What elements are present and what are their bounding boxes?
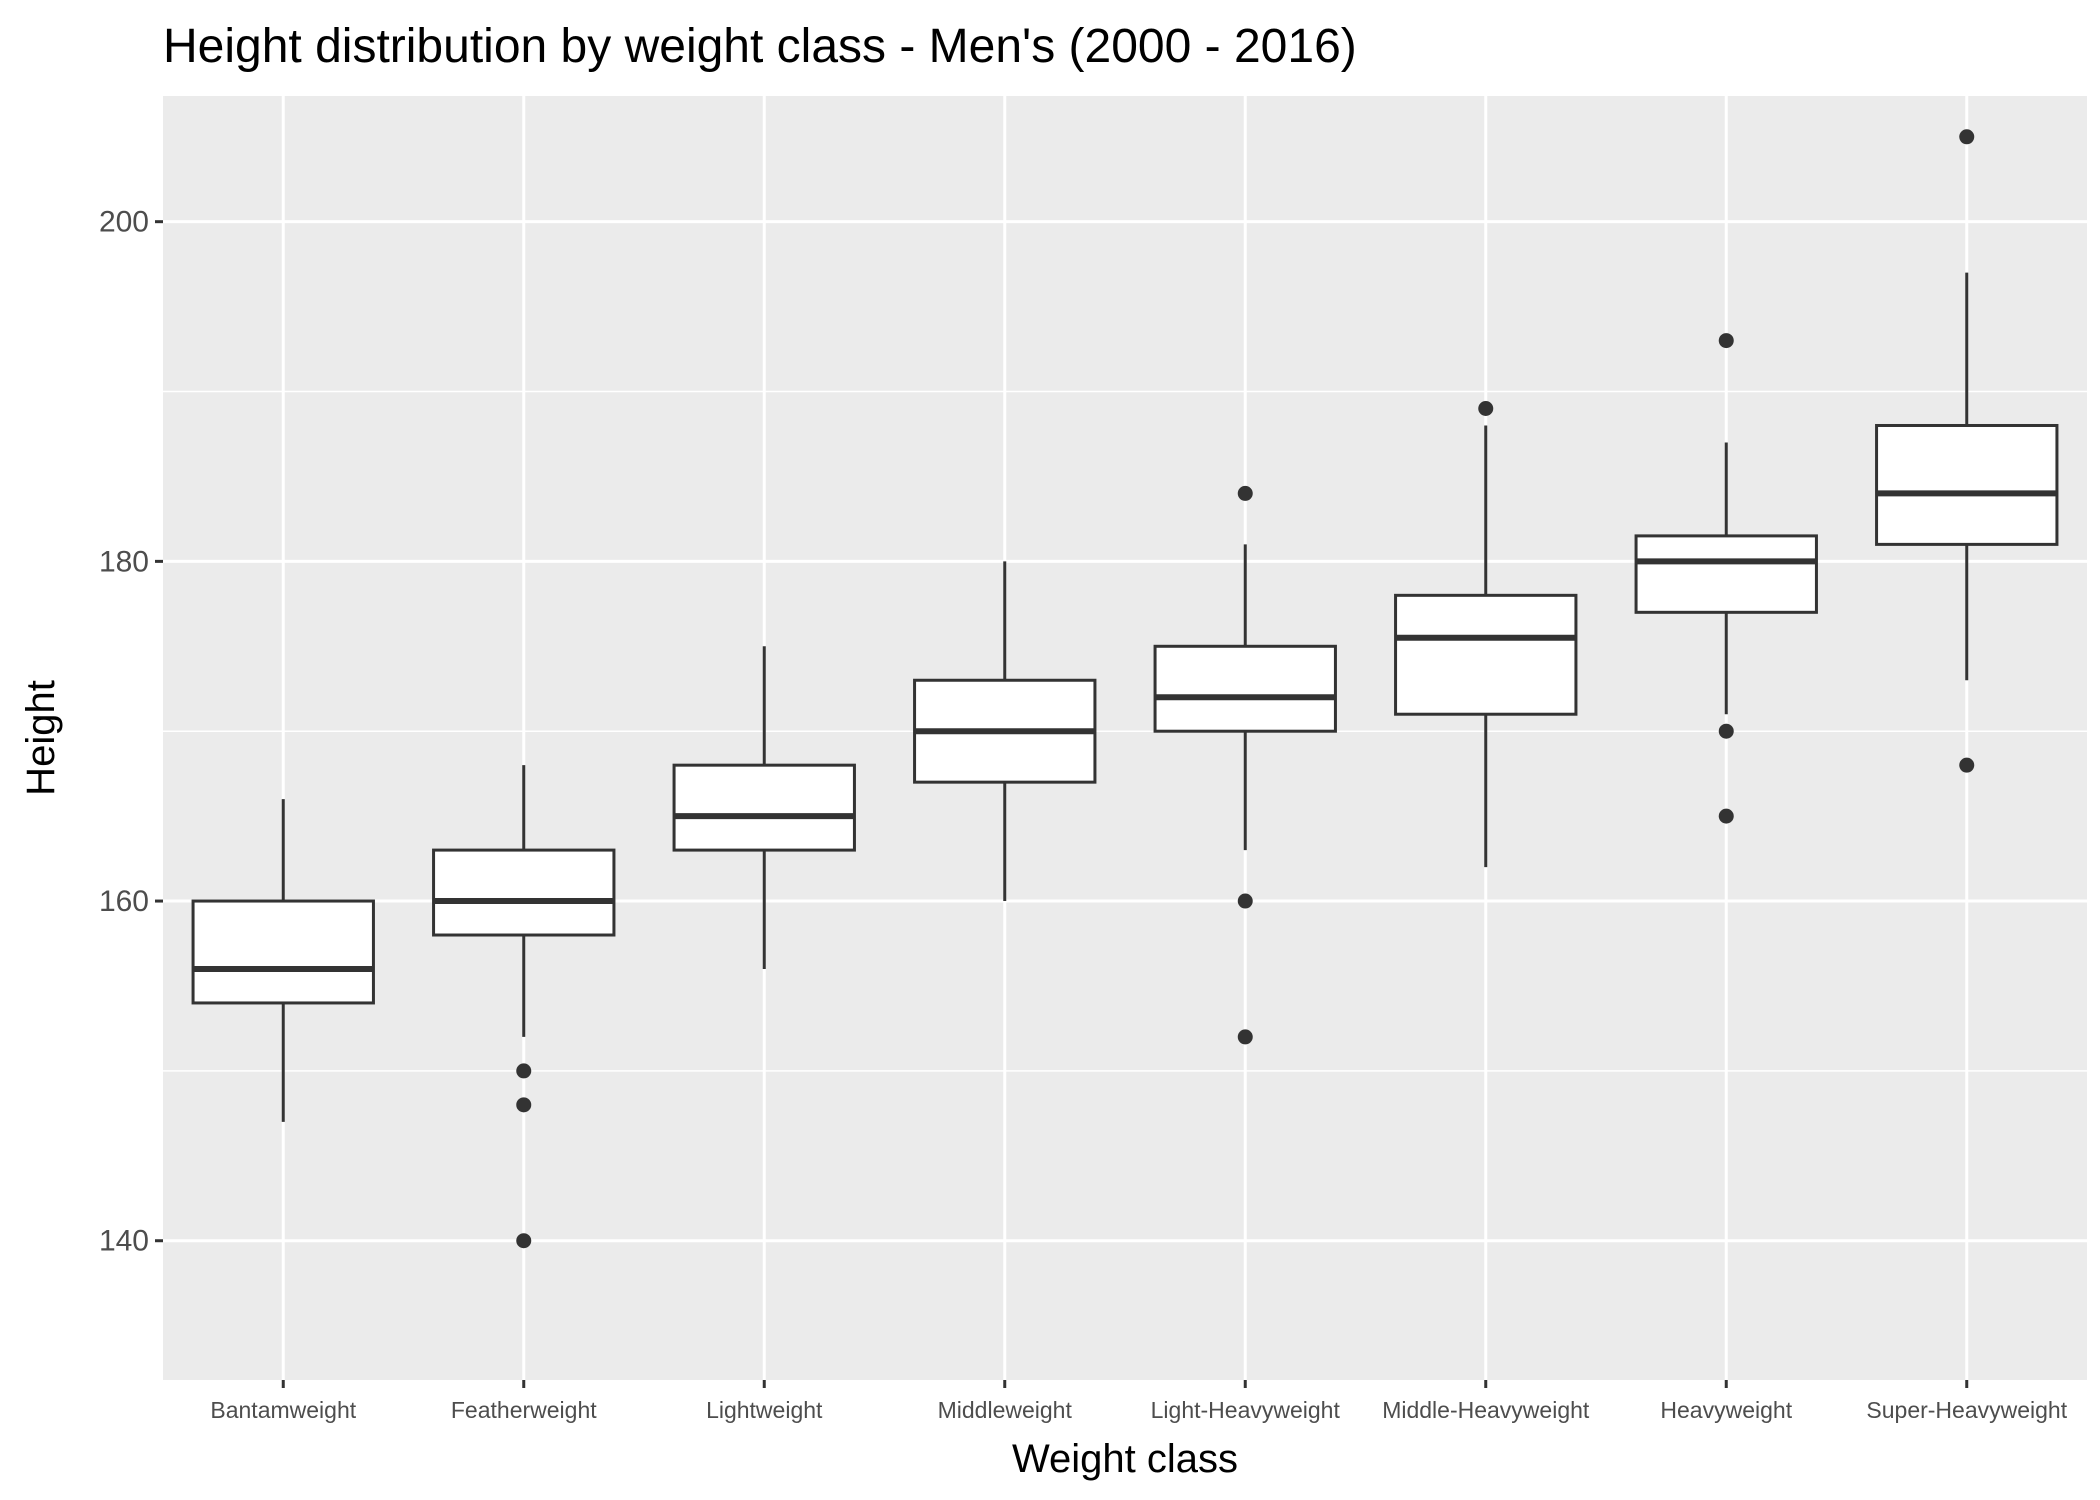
x-tick-label: Super-Heavyweight bbox=[1866, 1397, 2067, 1423]
outlier-point bbox=[516, 1063, 532, 1079]
box-iqr bbox=[191, 899, 375, 1005]
y-tick-label: 160 bbox=[99, 885, 149, 918]
y-axis: 140 160 180 200 bbox=[99, 206, 163, 1258]
box-iqr bbox=[1875, 423, 2059, 546]
outlier-point bbox=[1718, 808, 1734, 824]
box-group bbox=[432, 765, 616, 1249]
box-group bbox=[1153, 485, 1337, 1045]
plot-panel bbox=[163, 96, 2087, 1380]
y-tick-label: 180 bbox=[99, 545, 149, 578]
x-tick-label: Featherweight bbox=[451, 1397, 597, 1423]
outlier-point bbox=[1718, 723, 1734, 739]
x-tick-label: Heavyweight bbox=[1660, 1397, 1792, 1423]
outlier-point bbox=[516, 1097, 532, 1113]
boxes-layer bbox=[191, 129, 2059, 1249]
x-axis-title: Weight class bbox=[1012, 1437, 1238, 1481]
box-group bbox=[672, 646, 856, 969]
x-tick-label: Lightweight bbox=[706, 1397, 823, 1423]
x-tick-label: Middleweight bbox=[938, 1397, 1073, 1423]
outlier-point bbox=[1237, 485, 1253, 501]
outlier-point bbox=[1237, 1029, 1253, 1045]
chart-title: Height distribution by weight class - Me… bbox=[163, 20, 1357, 73]
box-group bbox=[1634, 333, 1818, 824]
x-tick-label: Light-Heavyweight bbox=[1151, 1397, 1341, 1423]
x-tick-label: Bantamweight bbox=[210, 1397, 356, 1423]
outlier-point bbox=[1959, 757, 1975, 773]
y-tick-label: 200 bbox=[99, 206, 149, 239]
box-group bbox=[1875, 129, 2059, 773]
outlier-point bbox=[1959, 129, 1975, 145]
x-axis: Bantamweight Featherweight Lightweight Midd… bbox=[210, 1380, 2068, 1423]
outlier-point bbox=[516, 1233, 532, 1249]
box-group bbox=[191, 799, 375, 1122]
box-group bbox=[913, 561, 1097, 902]
box-iqr bbox=[1394, 593, 1578, 716]
outlier-point bbox=[1478, 401, 1494, 417]
grid-minor bbox=[163, 390, 2087, 1072]
y-axis-title: Height bbox=[19, 680, 63, 796]
box-iqr bbox=[432, 848, 616, 937]
box-iqr bbox=[1634, 534, 1818, 614]
outlier-point bbox=[1718, 333, 1734, 349]
box-group bbox=[1394, 401, 1578, 868]
outlier-point bbox=[1237, 893, 1253, 909]
box-iqr bbox=[672, 763, 856, 852]
box-iqr bbox=[1153, 644, 1337, 733]
x-tick-label: Middle-Heavyweight bbox=[1382, 1397, 1590, 1423]
y-tick-label: 140 bbox=[99, 1225, 149, 1258]
